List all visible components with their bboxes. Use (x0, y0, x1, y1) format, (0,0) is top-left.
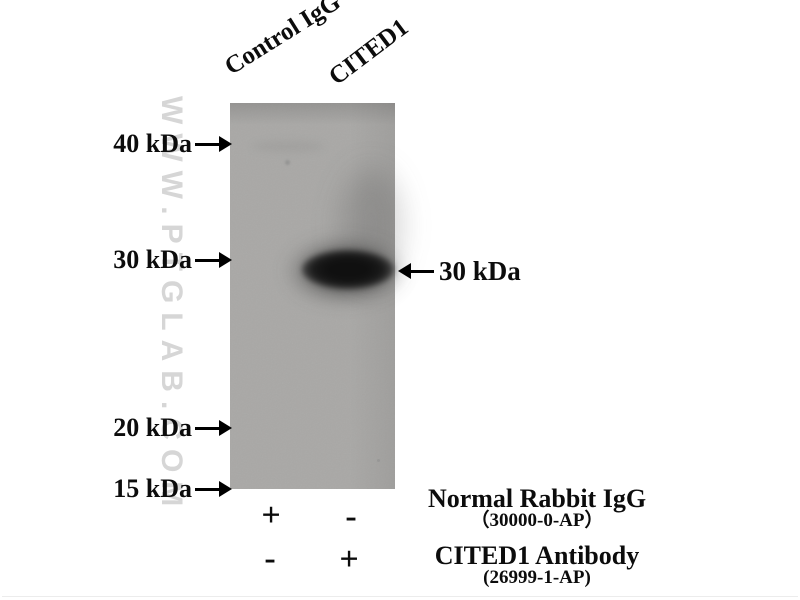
antibody-name-cited1: CITED1 Antibody (434, 541, 640, 570)
lane-label-cited1: CITED1 (323, 13, 414, 91)
right-arrow-icon (194, 128, 232, 160)
antibody-catalog-30000-0-ap: （30000-0-AP） (470, 510, 604, 531)
membrane-speck (285, 160, 290, 165)
right-arrow-icon (194, 473, 232, 505)
mw-marker-label: 20 kDa (113, 413, 192, 442)
mw-marker-label: 30 kDa (113, 245, 192, 274)
mw-marker-label: 15 kDa (113, 474, 192, 503)
blot-membrane (230, 103, 404, 489)
scan-edge-line (2, 596, 798, 597)
left-arrow-icon (398, 255, 435, 287)
row2-lane1-sign: - (264, 540, 276, 577)
row1-lane1-sign: + (261, 497, 281, 534)
row2-lane2-sign: + (339, 541, 359, 578)
mw-marker-20kda: 20 kDa (100, 412, 232, 444)
antibody-catalog-26999-1-ap: (26999-1-AP) (483, 567, 591, 588)
row1-lane2-sign: - (345, 498, 357, 535)
antibody-name-normal-rabbit-igg: Normal Rabbit IgG (427, 484, 647, 513)
membrane-top-edge-shading (230, 103, 395, 125)
mw-marker-30kda: 30 kDa (100, 244, 232, 276)
mw-marker-label: 40 kDa (113, 129, 192, 158)
protein-band-30kda (302, 250, 394, 289)
band-callout-30kda: 30 kDa (398, 255, 521, 287)
right-arrow-icon (194, 412, 232, 444)
right-arrow-icon (194, 244, 232, 276)
mw-marker-15kda: 15 kDa (100, 473, 232, 505)
faint-background-band-40kda (252, 141, 324, 152)
mw-marker-40kda: 40 kDa (100, 128, 232, 160)
membrane-speck (377, 459, 380, 462)
band-callout-label: 30 kDa (439, 256, 521, 286)
